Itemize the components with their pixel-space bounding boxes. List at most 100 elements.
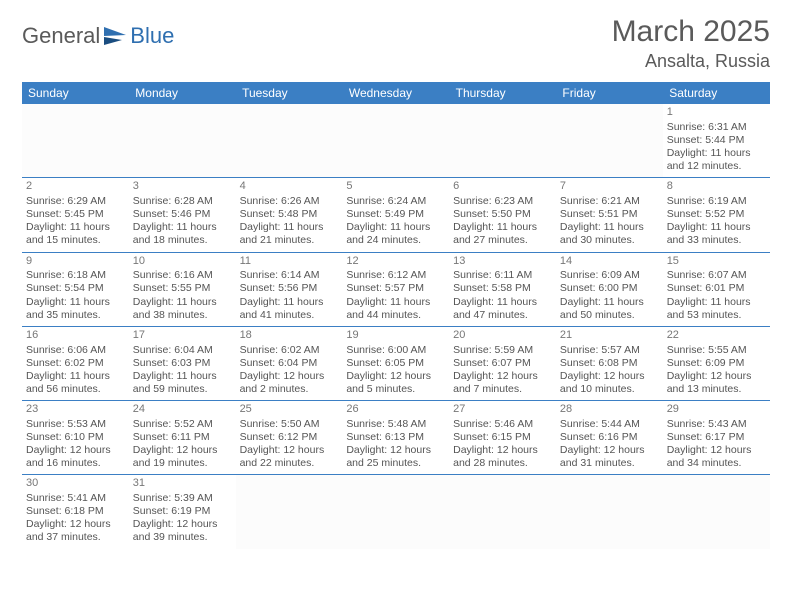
daylight-text: Daylight: 12 hours and 25 minutes. <box>346 444 445 470</box>
day-number: 8 <box>667 180 766 194</box>
day-cell: 31Sunrise: 5:39 AMSunset: 6:19 PMDayligh… <box>129 475 236 549</box>
sunset-text: Sunset: 5:57 PM <box>346 282 445 295</box>
day-number: 15 <box>667 255 766 269</box>
day-cell: 5Sunrise: 6:24 AMSunset: 5:49 PMDaylight… <box>342 178 449 252</box>
sunrise-text: Sunrise: 6:31 AM <box>667 121 766 134</box>
day-cell: 12Sunrise: 6:12 AMSunset: 5:57 PMDayligh… <box>342 252 449 326</box>
day-number: 4 <box>240 180 339 194</box>
week-row: 1Sunrise: 6:31 AMSunset: 5:44 PMDaylight… <box>22 104 770 178</box>
day-cell: 11Sunrise: 6:14 AMSunset: 5:56 PMDayligh… <box>236 252 343 326</box>
sunset-text: Sunset: 6:02 PM <box>26 357 125 370</box>
sunset-text: Sunset: 6:08 PM <box>560 357 659 370</box>
day-number: 19 <box>346 329 445 343</box>
location: Ansalta, Russia <box>612 51 770 72</box>
sunset-text: Sunset: 5:46 PM <box>133 208 232 221</box>
day-cell: 7Sunrise: 6:21 AMSunset: 5:51 PMDaylight… <box>556 178 663 252</box>
day-cell: 26Sunrise: 5:48 AMSunset: 6:13 PMDayligh… <box>342 401 449 475</box>
day-number: 31 <box>133 477 232 491</box>
day-number: 7 <box>560 180 659 194</box>
sunrise-text: Sunrise: 6:26 AM <box>240 195 339 208</box>
dow-saturday: Saturday <box>663 82 770 104</box>
day-number: 13 <box>453 255 552 269</box>
sunset-text: Sunset: 5:48 PM <box>240 208 339 221</box>
daylight-text: Daylight: 12 hours and 7 minutes. <box>453 370 552 396</box>
empty-cell <box>449 104 556 178</box>
empty-cell <box>236 475 343 549</box>
daylight-text: Daylight: 12 hours and 39 minutes. <box>133 518 232 544</box>
day-number: 28 <box>560 403 659 417</box>
sunrise-text: Sunrise: 5:44 AM <box>560 418 659 431</box>
logo: General Blue <box>22 23 174 49</box>
day-number: 27 <box>453 403 552 417</box>
empty-cell <box>129 104 236 178</box>
daylight-text: Daylight: 11 hours and 53 minutes. <box>667 296 766 322</box>
daylight-text: Daylight: 12 hours and 2 minutes. <box>240 370 339 396</box>
sunrise-text: Sunrise: 6:12 AM <box>346 269 445 282</box>
dow-tuesday: Tuesday <box>236 82 343 104</box>
day-number: 9 <box>26 255 125 269</box>
sunrise-text: Sunrise: 6:00 AM <box>346 344 445 357</box>
daylight-text: Daylight: 12 hours and 10 minutes. <box>560 370 659 396</box>
day-number: 16 <box>26 329 125 343</box>
sunset-text: Sunset: 6:04 PM <box>240 357 339 370</box>
daylight-text: Daylight: 11 hours and 47 minutes. <box>453 296 552 322</box>
day-cell: 14Sunrise: 6:09 AMSunset: 6:00 PMDayligh… <box>556 252 663 326</box>
daylight-text: Daylight: 11 hours and 44 minutes. <box>346 296 445 322</box>
sunrise-text: Sunrise: 5:53 AM <box>26 418 125 431</box>
logo-text-general: General <box>22 23 100 49</box>
sunset-text: Sunset: 6:10 PM <box>26 431 125 444</box>
logo-text-blue: Blue <box>130 23 174 49</box>
day-number: 1 <box>667 106 766 120</box>
dow-sunday: Sunday <box>22 82 129 104</box>
day-number: 14 <box>560 255 659 269</box>
daylight-text: Daylight: 11 hours and 56 minutes. <box>26 370 125 396</box>
sunset-text: Sunset: 6:05 PM <box>346 357 445 370</box>
sunrise-text: Sunrise: 6:28 AM <box>133 195 232 208</box>
daylight-text: Daylight: 11 hours and 18 minutes. <box>133 221 232 247</box>
daylight-text: Daylight: 12 hours and 16 minutes. <box>26 444 125 470</box>
daylight-text: Daylight: 11 hours and 12 minutes. <box>667 147 766 173</box>
sunrise-text: Sunrise: 6:16 AM <box>133 269 232 282</box>
day-number: 10 <box>133 255 232 269</box>
day-cell: 18Sunrise: 6:02 AMSunset: 6:04 PMDayligh… <box>236 326 343 400</box>
daylight-text: Daylight: 12 hours and 19 minutes. <box>133 444 232 470</box>
day-cell: 13Sunrise: 6:11 AMSunset: 5:58 PMDayligh… <box>449 252 556 326</box>
day-cell: 10Sunrise: 6:16 AMSunset: 5:55 PMDayligh… <box>129 252 236 326</box>
calendar-table: SundayMondayTuesdayWednesdayThursdayFrid… <box>22 82 770 549</box>
sunset-text: Sunset: 5:55 PM <box>133 282 232 295</box>
sunrise-text: Sunrise: 5:39 AM <box>133 492 232 505</box>
sunset-text: Sunset: 6:16 PM <box>560 431 659 444</box>
sunrise-text: Sunrise: 6:18 AM <box>26 269 125 282</box>
sunrise-text: Sunrise: 5:46 AM <box>453 418 552 431</box>
dow-friday: Friday <box>556 82 663 104</box>
daylight-text: Daylight: 11 hours and 41 minutes. <box>240 296 339 322</box>
day-cell: 20Sunrise: 5:59 AMSunset: 6:07 PMDayligh… <box>449 326 556 400</box>
day-cell: 1Sunrise: 6:31 AMSunset: 5:44 PMDaylight… <box>663 104 770 178</box>
calendar-head: SundayMondayTuesdayWednesdayThursdayFrid… <box>22 82 770 104</box>
sunset-text: Sunset: 5:58 PM <box>453 282 552 295</box>
day-number: 12 <box>346 255 445 269</box>
sunset-text: Sunset: 5:50 PM <box>453 208 552 221</box>
sunrise-text: Sunrise: 5:55 AM <box>667 344 766 357</box>
sunset-text: Sunset: 6:11 PM <box>133 431 232 444</box>
day-cell: 17Sunrise: 6:04 AMSunset: 6:03 PMDayligh… <box>129 326 236 400</box>
sunset-text: Sunset: 5:49 PM <box>346 208 445 221</box>
day-number: 30 <box>26 477 125 491</box>
daylight-text: Daylight: 11 hours and 33 minutes. <box>667 221 766 247</box>
empty-cell <box>22 104 129 178</box>
sunrise-text: Sunrise: 6:04 AM <box>133 344 232 357</box>
empty-cell <box>556 475 663 549</box>
week-row: 30Sunrise: 5:41 AMSunset: 6:18 PMDayligh… <box>22 475 770 549</box>
empty-cell <box>236 104 343 178</box>
dow-wednesday: Wednesday <box>342 82 449 104</box>
day-number: 22 <box>667 329 766 343</box>
flag-icon <box>104 27 126 45</box>
sunrise-text: Sunrise: 5:57 AM <box>560 344 659 357</box>
day-cell: 15Sunrise: 6:07 AMSunset: 6:01 PMDayligh… <box>663 252 770 326</box>
week-row: 23Sunrise: 5:53 AMSunset: 6:10 PMDayligh… <box>22 401 770 475</box>
day-number: 5 <box>346 180 445 194</box>
day-cell: 27Sunrise: 5:46 AMSunset: 6:15 PMDayligh… <box>449 401 556 475</box>
daylight-text: Daylight: 11 hours and 27 minutes. <box>453 221 552 247</box>
day-cell: 8Sunrise: 6:19 AMSunset: 5:52 PMDaylight… <box>663 178 770 252</box>
day-cell: 24Sunrise: 5:52 AMSunset: 6:11 PMDayligh… <box>129 401 236 475</box>
